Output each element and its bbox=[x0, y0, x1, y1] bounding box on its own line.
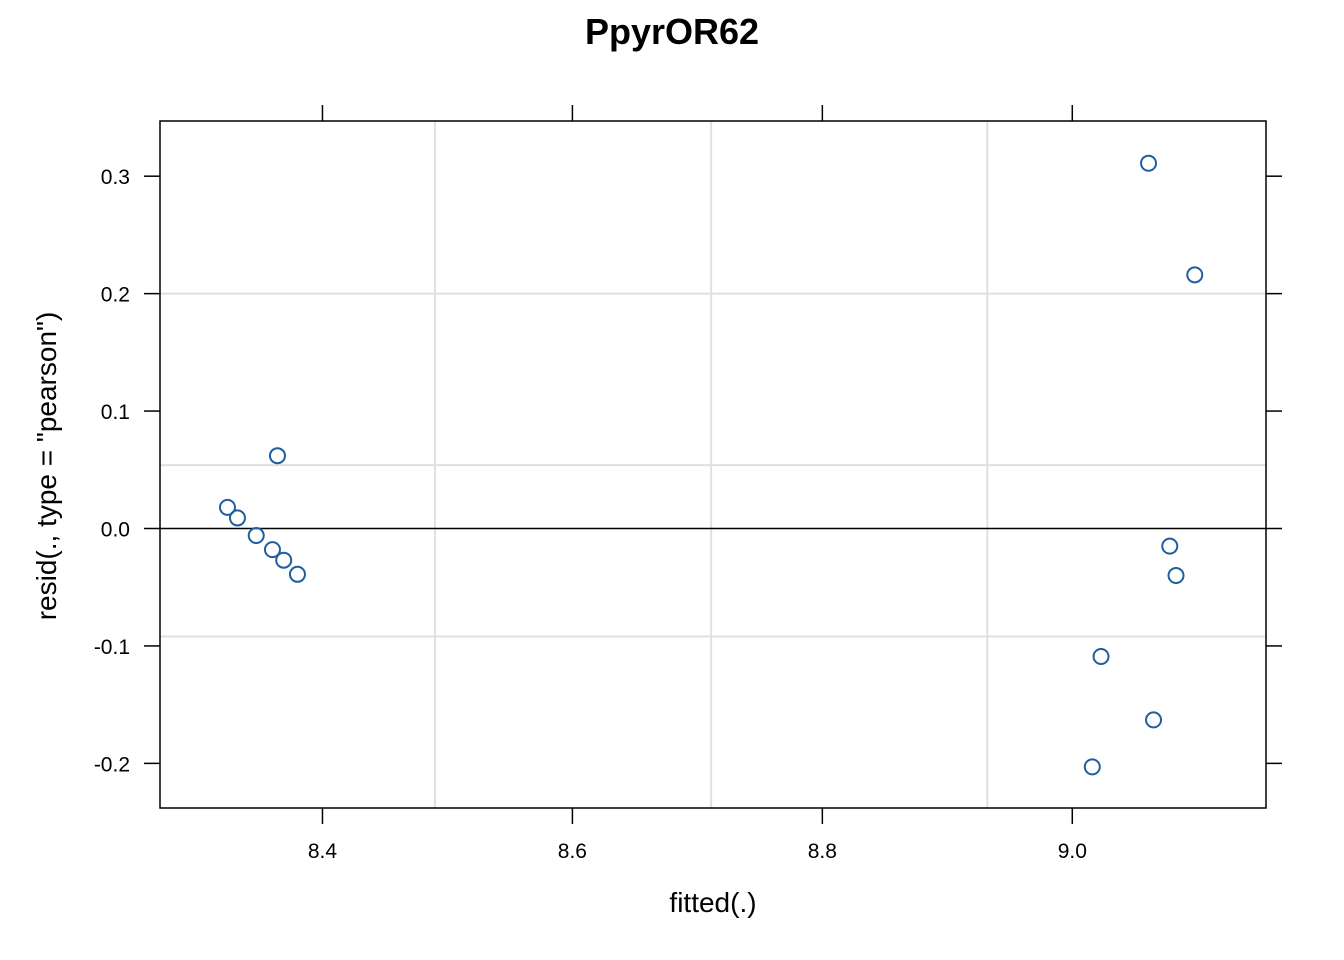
y-tick-label-2: 0.0 bbox=[101, 519, 130, 542]
data-point-5 bbox=[288, 565, 306, 583]
data-point-3 bbox=[263, 541, 281, 559]
data-point-2 bbox=[247, 527, 265, 545]
y-axis-label: resid(., type = "pearson") bbox=[31, 312, 62, 621]
data-point-13 bbox=[1083, 758, 1101, 776]
y-axis-right-ticks bbox=[1266, 175, 1282, 765]
x-axis-bottom-ticks: 8.4 8.6 8.8 9.0 bbox=[308, 808, 1087, 863]
y-axis-left-ticks: -0.2 -0.1 0.0 0.1 0.2 0.3 bbox=[94, 166, 160, 776]
x-axis-top-ticks bbox=[321, 105, 1074, 121]
data-point-11 bbox=[1092, 648, 1110, 666]
data-point-6 bbox=[268, 447, 286, 465]
chart-title: PpyrOR62 bbox=[585, 11, 759, 52]
data-point-8 bbox=[1186, 266, 1204, 284]
y-tick-label-3: 0.1 bbox=[101, 401, 130, 424]
plot-panel-border bbox=[159, 120, 1267, 809]
y-tick-label-5: 0.3 bbox=[101, 166, 130, 189]
data-point-10 bbox=[1167, 566, 1185, 584]
y-tick-label-1: -0.1 bbox=[94, 636, 130, 659]
data-point-0 bbox=[218, 498, 236, 516]
x-tick-label-0: 8.4 bbox=[308, 840, 338, 863]
x-axis-label: fitted(.) bbox=[669, 887, 756, 918]
x-tick-label-3: 9.0 bbox=[1058, 840, 1087, 863]
data-point-7 bbox=[1140, 154, 1158, 172]
grid-lines bbox=[160, 121, 1266, 808]
x-tick-label-1: 8.6 bbox=[558, 840, 587, 863]
y-tick-label-0: -0.2 bbox=[94, 753, 130, 776]
y-tick-label-4: 0.2 bbox=[101, 284, 130, 307]
data-point-9 bbox=[1161, 537, 1179, 555]
data-point-1 bbox=[228, 509, 246, 527]
x-tick-label-2: 8.8 bbox=[808, 840, 837, 863]
data-points bbox=[218, 154, 1204, 776]
data-point-4 bbox=[275, 551, 293, 569]
data-point-12 bbox=[1145, 711, 1163, 729]
